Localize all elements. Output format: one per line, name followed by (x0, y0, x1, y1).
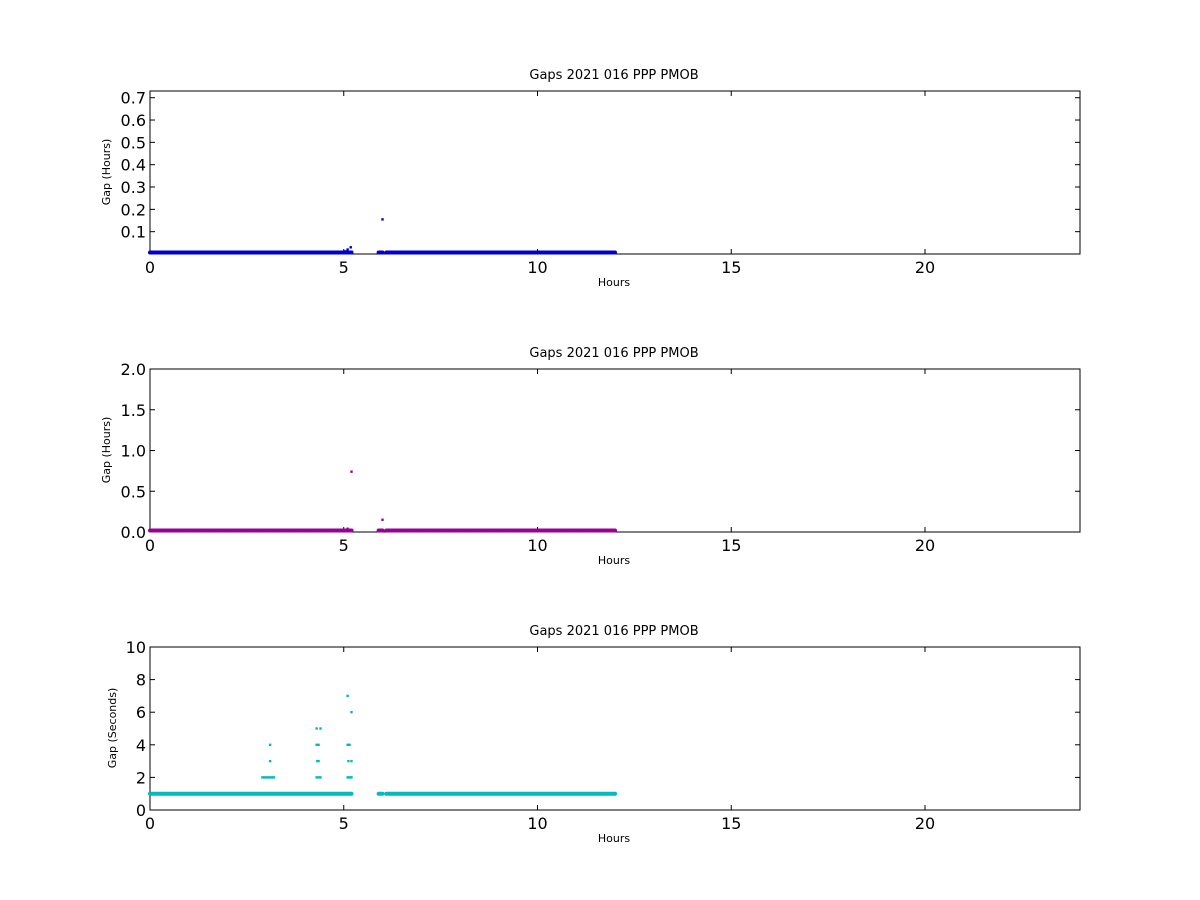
x-tick-label: 0 (145, 536, 155, 555)
data-point (261, 776, 264, 779)
data-point (315, 776, 318, 779)
series-group (148, 218, 617, 255)
data-point (317, 759, 320, 763)
x-tick-label: 0 (145, 814, 155, 833)
y-tick-label: 0.3 (121, 178, 146, 197)
data-point (381, 218, 384, 221)
y-tick-label: 2 (136, 768, 146, 787)
x-axis-label: Hours (598, 832, 630, 845)
x-tick-label: 10 (527, 814, 547, 833)
chart-title: Gaps 2021 016 PPP PMOB (529, 68, 698, 83)
data-point (268, 759, 272, 763)
data-point (319, 776, 322, 779)
data-point (270, 776, 274, 779)
x-tick-label: 20 (915, 258, 935, 277)
x-tick-label: 10 (527, 258, 547, 277)
x-tick-label: 15 (721, 814, 741, 833)
chart-panel-gap-seconds: Gaps 2021 016 PPP PMOB Hours Gap (Second… (106, 624, 1081, 845)
x-tick-label: 15 (721, 258, 741, 277)
x-tick-label: 5 (339, 258, 349, 277)
data-point (346, 776, 349, 779)
x-tick-label: 5 (339, 814, 349, 833)
y-tick-label: 10 (126, 638, 146, 657)
data-point (346, 694, 349, 698)
chart-title: Gaps 2021 016 PPP PMOB (529, 346, 698, 361)
data-point (350, 250, 353, 253)
y-tick-label: 0.2 (121, 200, 146, 219)
series-group (148, 694, 617, 796)
y-axis-label: Gap (Hours) (100, 417, 113, 484)
data-point (344, 529, 347, 532)
data-point (344, 250, 347, 253)
y-tick-label: 6 (136, 703, 146, 722)
data-point (346, 743, 349, 746)
data-point (348, 743, 351, 746)
x-axis-label: Hours (598, 554, 630, 567)
y-axis-label: Gap (Hours) (100, 139, 113, 206)
plot-frame (149, 646, 1081, 811)
data-point (350, 759, 353, 763)
y-tick-label: 0.7 (121, 89, 146, 108)
y-tick-label: 0.5 (121, 133, 146, 152)
x-tick-label: 10 (527, 536, 547, 555)
data-point (346, 527, 349, 530)
data-point (315, 743, 318, 746)
data-point (265, 776, 268, 779)
plot-frame (149, 90, 1081, 255)
y-tick-label: 0.4 (121, 156, 146, 175)
data-point (268, 743, 272, 746)
x-tick-label: 0 (145, 258, 155, 277)
data-point (350, 711, 353, 714)
data-point (272, 776, 276, 779)
y-tick-label: 2.0 (121, 360, 146, 379)
data-point (348, 251, 351, 254)
data-point (347, 759, 350, 763)
y-tick-label: 4 (136, 736, 146, 755)
data-point (263, 776, 266, 779)
chart-panel-gap-hours-1: Gaps 2021 016 PPP PMOB Hours Gap (Hours)… (100, 68, 1081, 289)
data-point (317, 776, 320, 779)
chart-panel-gap-hours-2: Gaps 2021 016 PPP PMOB Hours Gap (Hours)… (100, 346, 1081, 567)
y-tick-label: 1.0 (121, 442, 146, 461)
data-point (381, 518, 384, 521)
x-tick-label: 20 (915, 814, 935, 833)
data-point (266, 776, 270, 779)
data-point (350, 776, 353, 779)
data-point (350, 470, 353, 473)
y-tick-label: 0.0 (121, 523, 146, 542)
data-point (351, 529, 354, 532)
x-axis-label: Hours (598, 276, 630, 289)
data-point (349, 246, 352, 249)
data-point (319, 727, 322, 730)
data-point (315, 727, 318, 730)
y-tick-label: 8 (136, 671, 146, 690)
data-point (317, 743, 320, 746)
y-tick-label: 0.5 (121, 482, 146, 501)
data-point (348, 776, 351, 779)
series-group (148, 470, 617, 533)
y-tick-label: 0.6 (121, 111, 146, 130)
x-tick-label: 15 (721, 536, 741, 555)
x-tick-label: 20 (915, 536, 935, 555)
chart-title: Gaps 2021 016 PPP PMOB (529, 624, 698, 639)
data-point (268, 776, 272, 779)
y-tick-label: 0 (136, 801, 146, 820)
y-tick-label: 1.5 (121, 401, 146, 420)
x-tick-label: 5 (339, 536, 349, 555)
plot-frame (149, 368, 1081, 533)
y-tick-label: 0.1 (121, 223, 146, 242)
y-axis-label: Gap (Seconds) (106, 688, 119, 769)
data-point (346, 248, 349, 251)
data-point (348, 529, 351, 533)
